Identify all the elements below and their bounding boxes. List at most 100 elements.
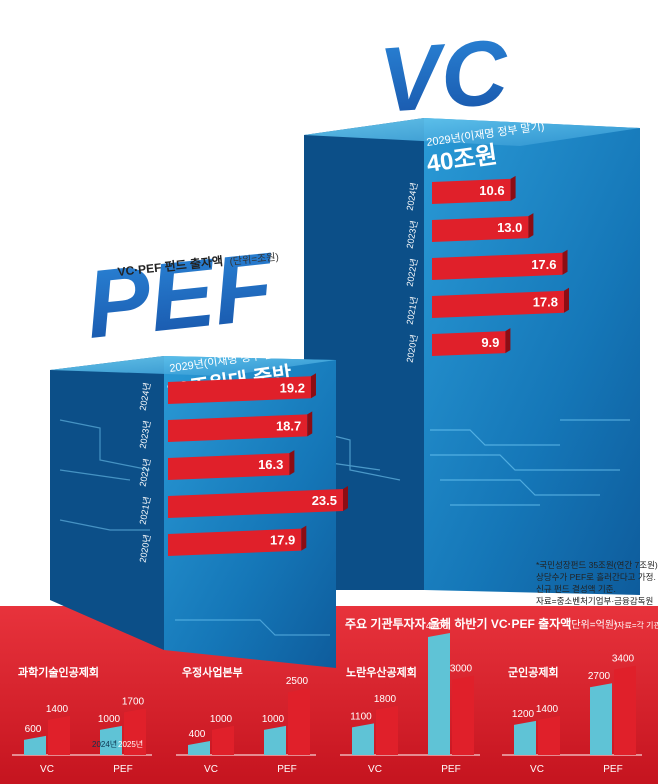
panel-3-bar-PEF-0 <box>590 683 612 755</box>
bottom-source: *자료=각 기관 <box>614 620 658 630</box>
pef-big-label: PEF <box>81 233 280 359</box>
pef-bar-end-1 <box>307 411 313 437</box>
pef-bar-0 <box>168 376 311 404</box>
vc-year-0: 2024년 <box>405 182 420 212</box>
panel-1-bar-PEF-1 <box>288 688 310 755</box>
pef-value-4: 17.9 <box>270 533 295 548</box>
vc-value-1: 13.0 <box>497 220 522 235</box>
panel-1-value-PEF-1: 2500 <box>286 676 309 687</box>
bottom-title: 주요 기관투자자 올해 하반기 VC·PEF 출자액 <box>345 616 571 631</box>
panel-0-bar-VC-1 <box>48 715 70 755</box>
panel-0-title: 과학기술인공제회 <box>18 665 99 679</box>
panel-1-category-VC: VC <box>204 764 218 775</box>
panel-2-value-PEF-0: 4700 <box>426 621 449 632</box>
pef-year-0: 2024년 <box>138 382 153 412</box>
pef-circuit-lines <box>59 419 330 636</box>
vc-big-label: VC <box>376 21 512 132</box>
pef-year-1: 2023년 <box>138 420 153 450</box>
panel-3-value-VC-0: 1200 <box>512 709 535 720</box>
panel-2-bar-VC-0 <box>352 723 374 755</box>
vc-bar-end-2 <box>562 249 568 275</box>
panel-3-value-PEF-0: 2700 <box>588 671 611 682</box>
panel-0-bar-VC-0 <box>24 735 46 755</box>
panel-1-bar-VC-1 <box>212 725 234 755</box>
vc-circuit-lines <box>309 419 630 506</box>
vc-value-2: 17.6 <box>531 257 556 272</box>
vc-bar-group: 10.6 2024년 13.0 2023년 17.6 2022년 17.8 2021년 9.9 2… <box>405 175 569 364</box>
panel-0-value-VC-0: 600 <box>25 724 42 735</box>
panel-2-value-PEF-1: 3000 <box>450 664 473 675</box>
pef-bar-3 <box>168 489 343 518</box>
vc-cube-top-face <box>304 118 640 146</box>
panel-2-category-PEF: PEF <box>441 764 460 775</box>
pef-bar-1 <box>168 414 308 442</box>
vc-bar-end-1 <box>528 213 534 239</box>
note-line-3: 신규 펀드 결성액 기준. <box>536 584 616 594</box>
vc-bar-1 <box>432 216 529 242</box>
vc-year-2: 2022년 <box>405 258 420 288</box>
pef-year-3: 2021년 <box>138 496 153 526</box>
pef-value-2: 16.3 <box>258 457 283 472</box>
bottom-unit: (단위=억원) <box>568 618 617 631</box>
panel-3-bar-PEF-1 <box>614 665 636 755</box>
vc-value-3: 17.8 <box>533 295 558 310</box>
panel-3-value-PEF-1: 3400 <box>612 654 635 665</box>
panel-2-bar-PEF-0 <box>428 633 450 755</box>
panel-3-category-VC: VC <box>530 764 544 775</box>
pef-bar-end-2 <box>289 450 295 476</box>
vc-bar-4 <box>432 331 506 356</box>
vc-bar-0 <box>432 178 511 204</box>
panel-3-bar-VC-1 <box>538 715 560 755</box>
vc-value-4: 9.9 <box>481 335 499 350</box>
panel-1-value-VC-1: 1000 <box>210 714 233 725</box>
pef-bar-group: 19.2 2024년 18.7 2023년 16.3 2022년 23.5 2021년 17.9… <box>138 373 348 563</box>
panel-0-category-VC: VC <box>40 764 54 775</box>
panel-2-bar-PEF-1 <box>452 675 474 755</box>
pef-bar-end-0 <box>310 373 316 399</box>
vc-year-1: 2023년 <box>405 220 420 250</box>
panel-0-value-PEF-0: 1000 <box>98 714 121 725</box>
panel-0-bar-PEF-0 <box>100 725 122 755</box>
vc-value-0: 10.6 <box>479 183 504 198</box>
vc-bar-end-0 <box>510 175 516 201</box>
vc-year-3: 2021년 <box>405 296 420 326</box>
panel-0-category-PEF: PEF <box>113 764 132 775</box>
panel-0-legend-1: 2025년 <box>118 739 143 749</box>
pef-value-3: 23.5 <box>312 493 337 508</box>
pef-bar-2 <box>168 453 290 480</box>
panel-0-legend-0: 2024년 <box>92 739 117 749</box>
panel-2-title: 노란우산공제회 <box>346 665 417 679</box>
panel-1-category-PEF: PEF <box>277 764 296 775</box>
vc-bar-end-3 <box>564 287 569 313</box>
panel-1-bar-VC-0 <box>188 740 210 755</box>
panel-3-category-PEF: PEF <box>603 764 622 775</box>
panel-1-value-PEF-0: 1000 <box>262 714 285 725</box>
pef-value-0: 19.2 <box>280 380 305 395</box>
panel-0-value-PEF-1: 1700 <box>122 696 145 707</box>
panel-2-value-VC-0: 1100 <box>350 711 372 722</box>
pef-cube-top-face <box>50 356 336 376</box>
panel-3-value-VC-1: 1400 <box>536 704 559 715</box>
pef-cube-left-face <box>50 356 164 650</box>
notes: *국민성장펀드 35조원(연간 7조원) 상당수가 PEF로 흘러간다고 가정.… <box>536 560 658 606</box>
panel-0-value-VC-1: 1400 <box>46 704 69 715</box>
pef-year-4: 2020년 <box>138 534 153 564</box>
pef-bar-end-4 <box>301 525 307 551</box>
note-line-2: 상당수가 PEF로 흘러간다고 가정. <box>536 572 656 582</box>
panel-0-bar-PEF-1 <box>124 708 146 755</box>
panel-1-value-VC-0: 400 <box>189 729 206 740</box>
vc-bar-end-4 <box>505 328 511 354</box>
pef-bar-4 <box>168 528 302 556</box>
panel-2-value-VC-1: 1800 <box>374 694 397 705</box>
pef-year-2: 2022년 <box>138 458 153 488</box>
panel-3-title: 군인공제회 <box>508 665 559 679</box>
vc-bar-2 <box>432 252 563 280</box>
vc-year-4: 2020년 <box>405 334 420 364</box>
pef-value-1: 18.7 <box>276 418 301 433</box>
pef-bar-end-3 <box>343 486 348 511</box>
note-line-4: 자료=중소벤처기업부·금융감독원 <box>536 596 653 606</box>
panel-2-bar-VC-1 <box>376 705 398 755</box>
